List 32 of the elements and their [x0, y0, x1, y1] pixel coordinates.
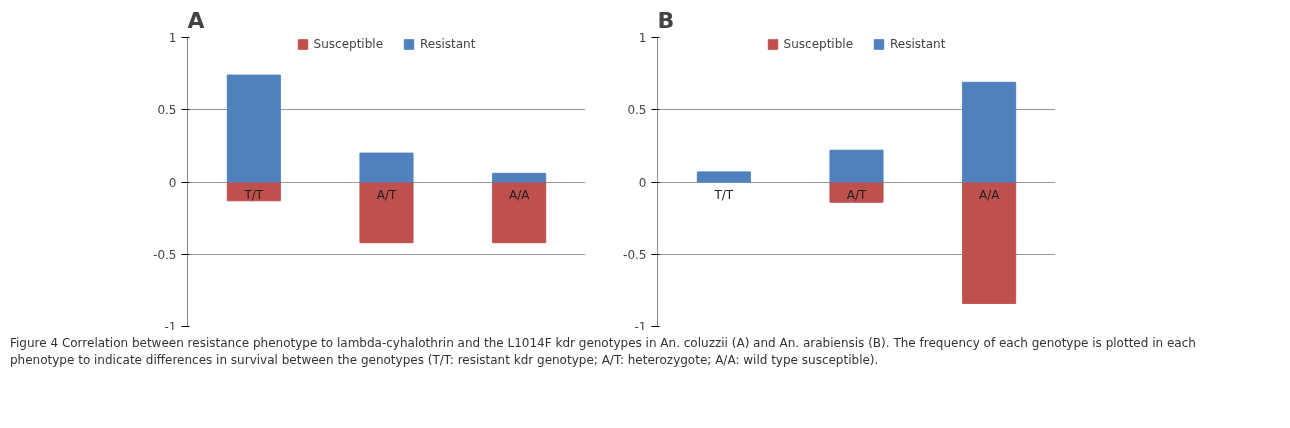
y-tick-label: 0.5 — [157, 103, 177, 118]
bar — [359, 152, 414, 183]
y-tick-label: 0 — [168, 175, 177, 190]
x-tick-label: A/A — [978, 188, 1001, 202]
bar — [226, 74, 281, 183]
bar — [962, 81, 1017, 183]
legend-label: Susceptible — [313, 37, 384, 51]
bar — [359, 181, 414, 244]
bar — [962, 181, 1017, 304]
x-tick-label: A/T — [846, 188, 867, 202]
legend-label: Resistant — [890, 37, 946, 51]
chart-title: A — [187, 7, 205, 33]
bar — [829, 149, 884, 183]
x-tick-label: T/T — [713, 188, 734, 202]
y-tick-label: -1 — [634, 319, 647, 334]
legend-label: Susceptible — [783, 37, 854, 51]
y-tick-label: -0.5 — [153, 247, 177, 262]
chart-title: B — [657, 7, 675, 33]
x-tick-label: A/T — [376, 188, 397, 202]
y-tick-label: -0.5 — [623, 247, 647, 262]
y-tick-label: 0 — [638, 175, 647, 190]
bar — [492, 172, 547, 183]
y-tick-label: 1 — [638, 31, 647, 45]
y-tick-label: 0.5 — [627, 103, 647, 118]
y-tick-label: 1 — [168, 31, 177, 45]
caption: Figure 4 Correlation between resistance phenotype to lambda-cyhalothrin and the L1014F kdr genotypes in An. coluzzii (A) and An. arabiensis (B). The frequency of each genotype is plotted in each phenotype to indicate differences in survival between the genotypes (T/T: resistant kdr genotype; A/T: heterozygote; A/A: wild type susceptible). — [10, 335, 1197, 370]
x-tick-label: A/A — [508, 188, 531, 202]
legend-label: Resistant — [420, 37, 476, 51]
y-tick-label: -1 — [164, 319, 177, 334]
bar — [492, 181, 547, 244]
bar — [696, 171, 751, 183]
x-tick-label: T/T — [243, 188, 264, 202]
